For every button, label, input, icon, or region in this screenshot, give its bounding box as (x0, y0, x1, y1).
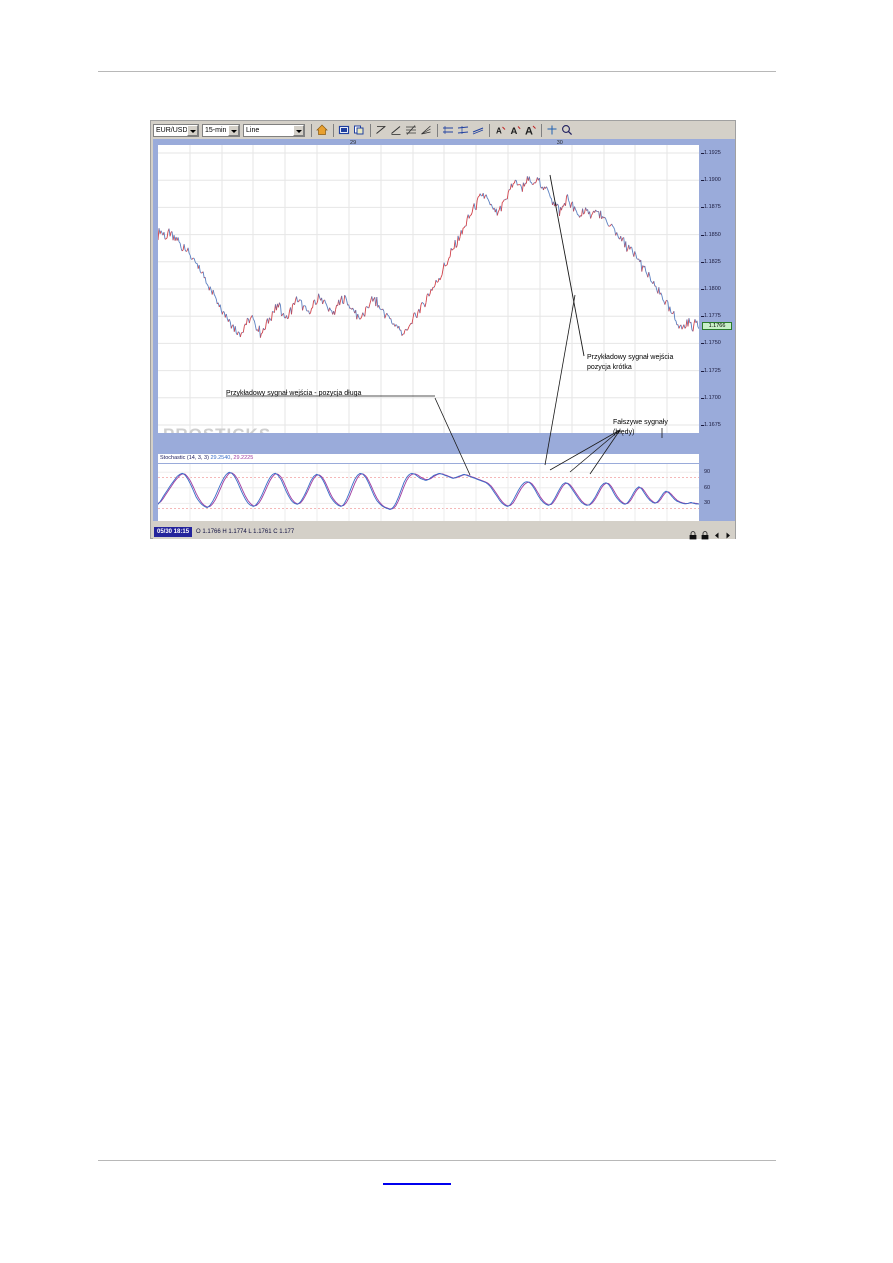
price-tick-mark (701, 234, 704, 236)
date-marker: 30 (556, 140, 563, 146)
toolbar-separator (541, 123, 542, 137)
toolbar-separator (489, 123, 490, 137)
price-tick-mark (701, 316, 704, 318)
svg-text:A: A (496, 127, 502, 136)
stochastic-indicator-label: Stochastic (14, 3, 3) 29.2540, 29.2225 (158, 454, 699, 463)
fibonacci-icon[interactable] (404, 124, 417, 137)
annotation-false-signals-line1: Fałszywe sygnały (613, 419, 668, 426)
price-tick-mark (701, 397, 704, 399)
home-icon[interactable] (315, 124, 328, 137)
window-icon[interactable] (337, 124, 350, 137)
price-tick-mark (701, 153, 704, 154)
channel-icon[interactable] (456, 124, 469, 137)
status-bar: 05/30 18:15 O 1.1766 H 1.1774 L 1.1761 C… (153, 524, 735, 540)
price-tick-mark (701, 425, 704, 426)
price-tick-label: 1.1925 (704, 150, 721, 156)
stochastic-tick-label: 30 (704, 500, 711, 507)
price-tick-mark (701, 180, 704, 182)
price-axis[interactable]: 1.1925 1.1900 1.1875 1.1850 1.1825 1.1800 1.17… (701, 139, 735, 459)
price-tick-label: 1.1875 (704, 204, 721, 211)
stochastic-tick-label: 60 (704, 484, 711, 491)
price-tick-label: 1.1825 (704, 258, 721, 265)
toolbar-separator (311, 123, 312, 137)
stochastic-d-value: 29.2225 (233, 455, 254, 461)
price-tick-label: 1.1725 (704, 367, 721, 374)
copy-icon[interactable] (352, 124, 365, 137)
price-plot-area[interactable]: PROSTICKS (158, 145, 699, 433)
interval-dropdown[interactable]: 15-min (202, 123, 240, 137)
text-large-icon[interactable]: A (523, 124, 536, 137)
text-small-icon[interactable]: A (493, 124, 506, 137)
trendline-extended-icon[interactable] (389, 124, 402, 137)
price-tick-label: 1.1800 (704, 286, 721, 292)
horizontal-line-icon[interactable] (441, 124, 454, 137)
toolbar-separator (437, 123, 438, 137)
svg-text:A: A (510, 126, 517, 136)
stochastic-k-value: 29.2540 (210, 455, 231, 461)
chart-type-dropdown-value: Line (246, 126, 260, 134)
symbol-dropdown[interactable]: EUR/USD (153, 123, 199, 137)
prosticks-watermark: PROSTICKS (163, 426, 271, 434)
chevron-down-icon[interactable] (187, 124, 198, 136)
trendline-icon[interactable] (374, 124, 387, 137)
annotation-long-entry-line1: Przykładowy sygnał wejścia - pozycja dłu… (226, 390, 362, 397)
bottom-link[interactable] (383, 1183, 451, 1185)
stochastic-tick-label: 90 (704, 469, 711, 476)
zoom-icon[interactable] (560, 124, 573, 137)
page-rule-bottom (98, 1160, 776, 1161)
svg-text:A: A (525, 126, 533, 137)
status-bar-controls[interactable] (686, 527, 735, 540)
toolbar-separator (370, 123, 371, 137)
price-tick-label: 1.1850 (704, 231, 721, 238)
chart-type-dropdown[interactable]: Line (243, 123, 305, 137)
price-tick-label: 1.1900 (704, 177, 721, 184)
page-rule-top (98, 71, 776, 72)
annotation-short-entry: Przykładowy sygnał wejścia pozycja krótk… (587, 353, 673, 372)
text-medium-icon[interactable]: A (508, 124, 521, 137)
price-tick-label: 1.1750 (704, 340, 721, 347)
annotation-false-signals-line2: (błędy) (613, 428, 635, 436)
date-marker-row: 29 30 (158, 139, 699, 149)
price-tick-label: 1.1700 (704, 394, 721, 401)
current-price-label: 1.1766 (702, 321, 732, 330)
crosshair-icon[interactable] (545, 124, 558, 137)
stochastic-axis: 90 60 30 (701, 464, 735, 522)
chart-toolbar[interactable]: EUR/USD 15-min Line (151, 121, 735, 139)
stochastic-plot-area[interactable] (158, 464, 699, 522)
scroll-right-icon[interactable] (724, 527, 732, 539)
interval-dropdown-value: 15-min (205, 126, 227, 134)
price-tick-mark (701, 370, 704, 372)
annotation-false-signals: Fałszywe sygnały (błędy) (613, 418, 668, 437)
price-tick-mark (701, 207, 704, 209)
price-tick-mark (701, 343, 704, 345)
lock-price-icon[interactable] (688, 527, 698, 540)
lock-time-icon[interactable] (700, 527, 710, 540)
stochastic-name: Stochastic (14, 3, 3) (160, 455, 209, 461)
annotation-short-entry-line2: pozycja krótka (587, 363, 632, 371)
gann-icon[interactable] (419, 124, 432, 137)
toolbar-separator (333, 123, 334, 137)
chevron-down-icon[interactable] (293, 124, 304, 136)
status-ohlc-values: O 1.1766 H 1.1774 L 1.1761 C 1.177 (196, 528, 295, 535)
regression-icon[interactable] (471, 124, 484, 137)
price-tick-label: 1.1775 (704, 313, 721, 320)
chevron-down-icon[interactable] (228, 124, 239, 136)
scroll-left-icon[interactable] (713, 527, 721, 539)
annotation-short-entry-line1: Przykładowy sygnał wejścia (587, 354, 674, 361)
date-marker: 29 (350, 140, 357, 146)
price-tick-label: 1.1675 (704, 422, 721, 428)
stochastic-line-chart (158, 464, 699, 522)
price-tick-mark (701, 289, 704, 290)
status-timestamp: 05/30 18:15 (154, 526, 193, 537)
charting-application-window[interactable]: EUR/USD 15-min Line (150, 120, 736, 540)
price-tick-mark (701, 261, 704, 263)
annotation-long-entry: Przykładowy sygnał wejścia - pozycja dłu… (226, 389, 361, 399)
symbol-dropdown-value: EUR/USD (156, 126, 187, 134)
